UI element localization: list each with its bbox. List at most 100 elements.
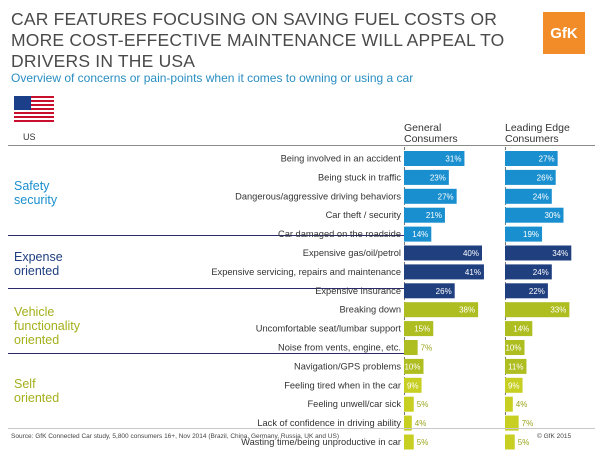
data-label-leading: 26% xyxy=(537,173,553,182)
bar-general xyxy=(404,396,414,412)
group-divider-3 xyxy=(8,353,408,354)
column-header-general-line2: Consumers xyxy=(404,133,458,145)
bar-leading xyxy=(505,226,543,242)
row-label: Breaking down xyxy=(339,305,401,315)
data-label-leading: 34% xyxy=(552,249,568,258)
gfk-logo: GfK xyxy=(543,12,585,54)
bar-leading xyxy=(505,169,556,185)
us-flag-icon xyxy=(14,96,54,122)
copyright: © GfK 2015 xyxy=(537,433,572,440)
data-label-general: 31% xyxy=(445,155,461,164)
data-label-leading: 33% xyxy=(550,306,566,315)
data-label-leading: 19% xyxy=(523,230,539,239)
group-label-self-line2: oriented xyxy=(14,391,60,405)
group-label-safety-line1: Safety xyxy=(14,179,50,193)
bar-general xyxy=(404,415,412,431)
row-label: Expensive gas/oil/petrol xyxy=(303,248,401,258)
bar-leading xyxy=(505,188,552,204)
group-label-self-line1: Self xyxy=(14,377,36,391)
data-label-leading: 11% xyxy=(508,362,523,371)
bar-general xyxy=(404,245,482,261)
bar-general xyxy=(404,207,445,223)
bar-general xyxy=(404,226,432,242)
bar-general xyxy=(404,434,414,450)
data-label-general: 27% xyxy=(438,192,454,201)
data-label-general: 21% xyxy=(426,211,442,220)
group-label-vehicle-line2: functionality xyxy=(14,319,81,333)
row-label: Car damaged on the roadside xyxy=(278,229,401,239)
bar-leading xyxy=(505,245,572,261)
bar-leading xyxy=(505,264,552,280)
bar-general xyxy=(404,377,422,393)
row-label: Expensive insurance xyxy=(315,286,401,296)
row-label: Car theft / security xyxy=(326,210,402,220)
data-label-general: 41% xyxy=(465,268,481,277)
data-label-general: 38% xyxy=(459,306,475,315)
chart-subtitle: Overview of concerns or pain-points when… xyxy=(11,71,414,85)
header-divider xyxy=(8,145,595,146)
data-label-leading: 14% xyxy=(513,325,529,334)
bar-general xyxy=(404,321,434,337)
bar-leading xyxy=(505,415,519,431)
bar-leading xyxy=(505,283,548,299)
bar-general xyxy=(404,264,484,280)
data-label-general: 14% xyxy=(412,230,428,239)
data-label-general: 40% xyxy=(463,249,479,258)
column-header-leading-line1: Leading Edge xyxy=(505,122,570,134)
data-label-leading: 27% xyxy=(539,155,555,164)
data-label-general: 15% xyxy=(414,325,430,334)
column-header-general-line1: General xyxy=(404,122,442,134)
data-label-general: 7% xyxy=(421,344,433,353)
bar-general xyxy=(404,358,424,374)
data-label-leading: 24% xyxy=(533,192,549,201)
bar-leading xyxy=(505,434,515,450)
bar-general xyxy=(404,340,418,355)
data-label-leading: 9% xyxy=(508,381,520,390)
data-label-general: 5% xyxy=(417,438,429,447)
data-label-leading: 24% xyxy=(533,268,549,277)
group-label-safety: Safety security xyxy=(14,179,57,207)
column-header-general: General Consumers xyxy=(404,123,458,145)
country-label: US xyxy=(23,132,36,142)
bar-general xyxy=(404,169,449,185)
group-divider-2 xyxy=(8,288,408,289)
group-label-self: Self oriented xyxy=(14,377,59,405)
data-label-general: 23% xyxy=(430,173,446,182)
data-label-general: 10% xyxy=(404,362,420,371)
data-label-leading: 7% xyxy=(522,419,534,428)
source-note: Source: GfK Connected Car study, 5,800 c… xyxy=(11,433,339,440)
group-label-expense-line1: Expense xyxy=(14,250,63,264)
footer-divider xyxy=(8,428,595,429)
data-label-leading: 30% xyxy=(544,211,560,220)
row-label: Wasting time/being unproductive in car xyxy=(241,437,401,447)
bar-leading xyxy=(505,358,527,374)
bar-leading xyxy=(505,340,525,355)
bar-leading xyxy=(505,377,523,393)
row-label: Feeling unwell/car sick xyxy=(307,399,401,409)
data-label-general: 5% xyxy=(417,400,429,409)
bar-leading xyxy=(505,302,570,318)
row-label: Navigation/GPS problems xyxy=(294,361,401,371)
row-label: Dangerous/aggressive driving behaviors xyxy=(235,191,401,201)
row-label: Noise from vents, engine, etc. xyxy=(278,343,401,353)
data-label-leading: 22% xyxy=(529,287,545,296)
bar-general xyxy=(404,151,465,166)
bar-general xyxy=(404,283,455,299)
row-label: Lack of confidence in driving ability xyxy=(257,418,401,428)
group-label-vehicle-line3: oriented xyxy=(14,333,60,347)
row-label: Being involved in an accident xyxy=(281,154,402,164)
group-label-vehicle-line1: Vehicle xyxy=(14,305,55,319)
data-label-leading: 10% xyxy=(505,344,521,353)
bar-general xyxy=(404,302,479,318)
row-label: Expensive servicing, repairs and mainten… xyxy=(211,267,401,277)
group-label-safety-line2: security xyxy=(14,193,58,207)
data-label-general: 9% xyxy=(407,381,419,390)
data-label-leading: 4% xyxy=(516,400,528,409)
data-label-leading: 5% xyxy=(518,438,530,447)
bar-leading xyxy=(505,321,533,337)
page-title: CAR FEATURES FOCUSING ON SAVING FUEL COS… xyxy=(11,9,505,71)
column-header-leading-line2: Consumers xyxy=(505,133,559,145)
data-label-general: 4% xyxy=(415,419,427,428)
data-label-general: 26% xyxy=(436,287,452,296)
